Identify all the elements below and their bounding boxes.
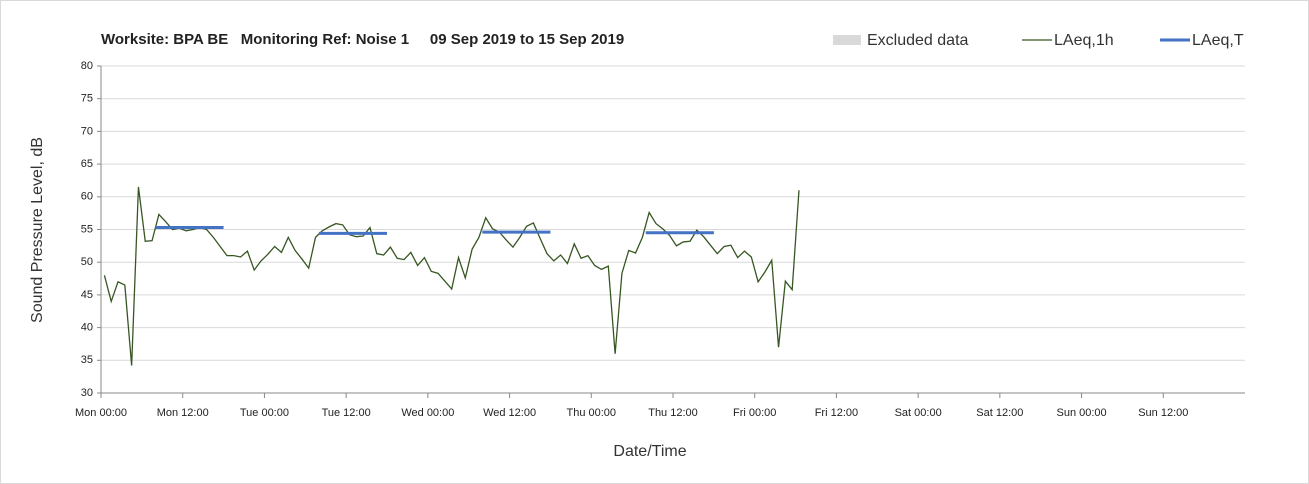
x-tick-label: Sun 00:00 — [1056, 407, 1106, 419]
y-tick-label: 30 — [81, 387, 93, 399]
x-tick-label: Thu 12:00 — [648, 407, 698, 419]
x-tick-label: Wed 00:00 — [401, 407, 454, 419]
x-tick-label: Sun 12:00 — [1138, 407, 1188, 419]
x-tick-label: Sat 00:00 — [895, 407, 942, 419]
y-tick-label: 55 — [81, 223, 93, 235]
chart-title: Worksite: BPA BE Monitoring Ref: Noise 1… — [101, 31, 624, 48]
y-tick-label: 40 — [81, 322, 93, 334]
y-tick-label: 65 — [81, 158, 93, 170]
y-tick-label: 50 — [81, 256, 93, 268]
x-axis-title: Date/Time — [613, 443, 686, 460]
legend-swatch — [833, 35, 861, 45]
y-tick-label: 80 — [81, 60, 93, 72]
data-line — [103, 186, 800, 366]
x-tick-label: Mon 00:00 — [75, 407, 127, 419]
y-tick-label: 70 — [81, 125, 93, 137]
x-tick-label: Sat 12:00 — [976, 407, 1023, 419]
legend-label: Excluded data — [867, 32, 969, 49]
x-tick-label: Fri 00:00 — [733, 407, 776, 419]
x-tick-label: Wed 12:00 — [483, 407, 536, 419]
y-tick-label: 35 — [81, 354, 93, 366]
x-tick-label: Tue 12:00 — [322, 407, 371, 419]
y-tick-label: 75 — [81, 93, 93, 105]
y-tick-label: 45 — [81, 289, 93, 301]
legend-label: LAeq,1h — [1054, 32, 1114, 49]
y-tick-label: 60 — [81, 191, 93, 203]
legend-label: LAeq,T — [1192, 32, 1244, 49]
x-tick-label: Fri 12:00 — [815, 407, 858, 419]
x-tick-label: Thu 00:00 — [567, 407, 617, 419]
x-tick-label: Mon 12:00 — [157, 407, 209, 419]
y-axis-title: Sound Pressure Level, dB — [29, 137, 46, 323]
x-tick-label: Tue 00:00 — [240, 407, 289, 419]
